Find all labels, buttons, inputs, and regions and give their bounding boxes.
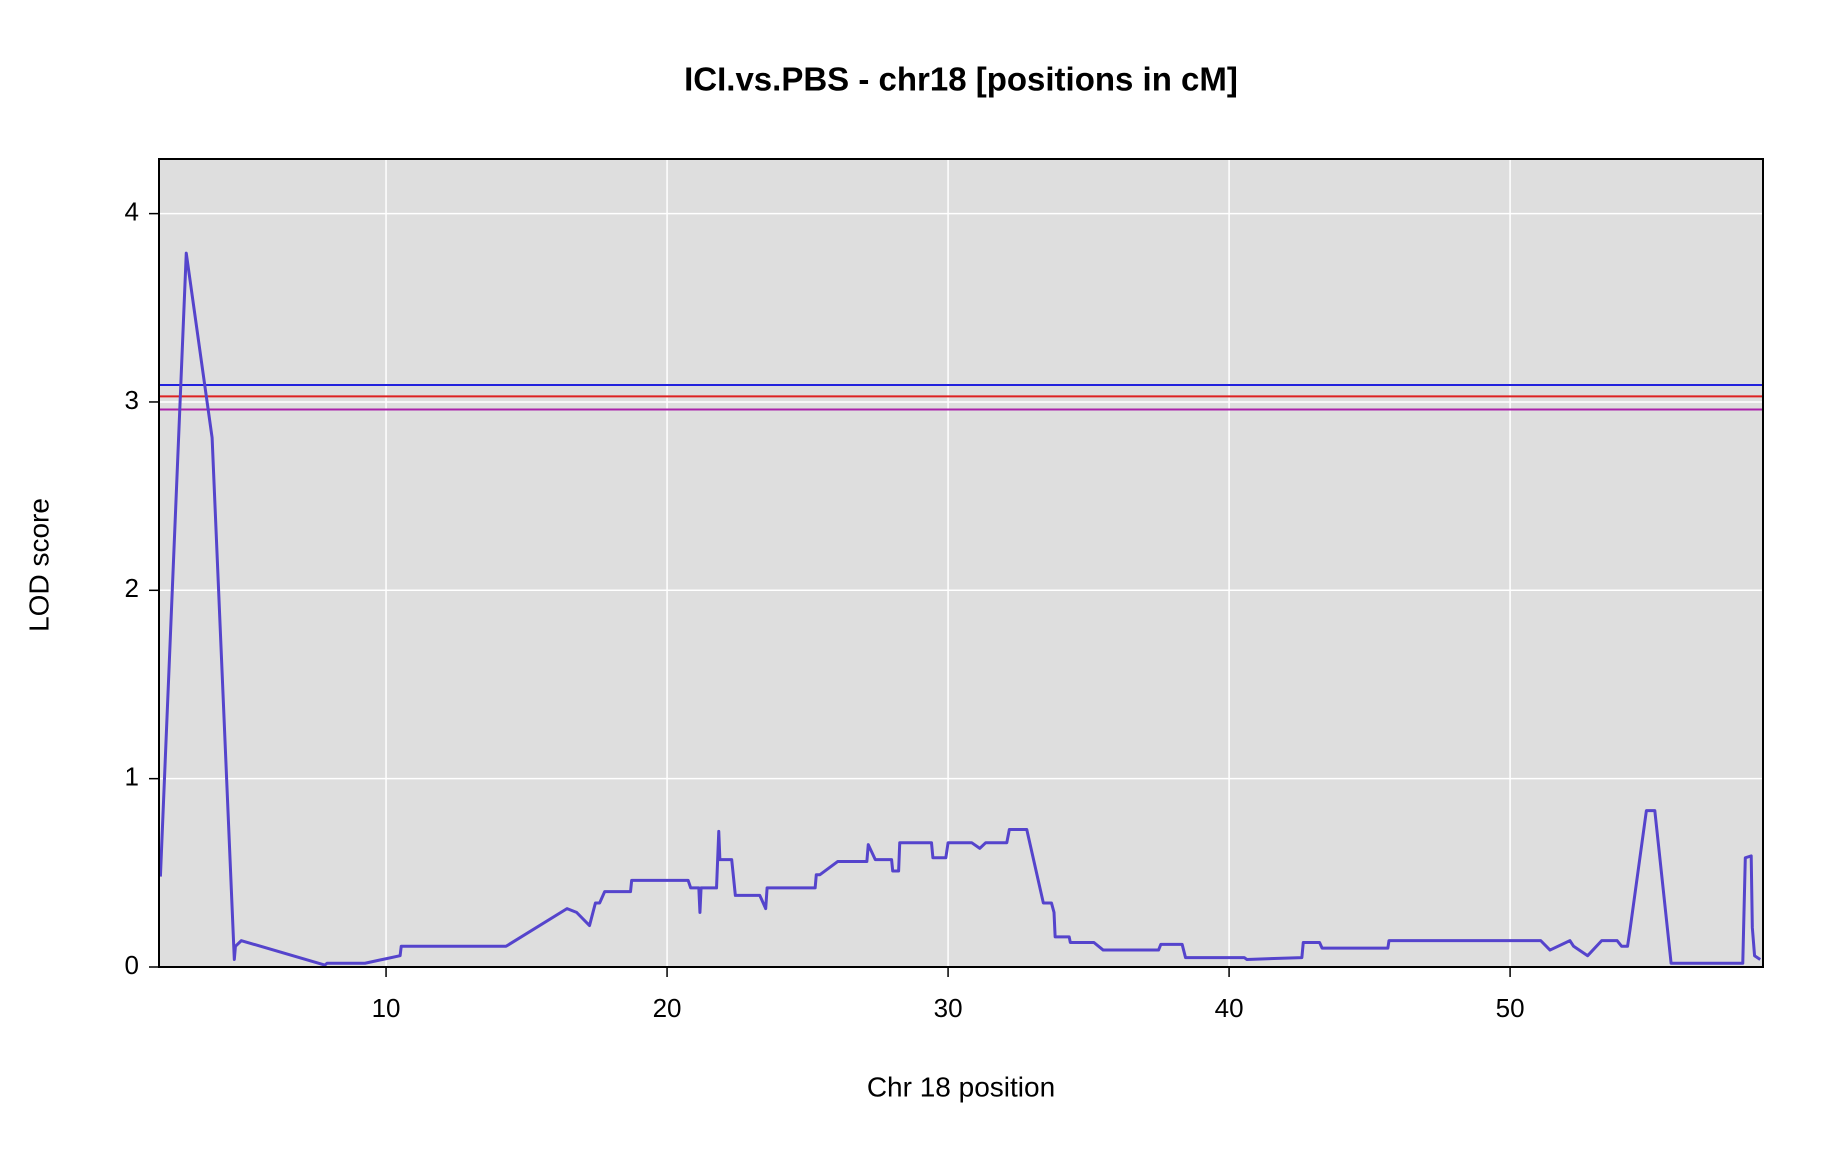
y-tick-label: 2 xyxy=(125,573,139,603)
x-tick-label: 30 xyxy=(934,993,963,1023)
y-tick-label: 1 xyxy=(125,762,139,792)
x-tick-label: 40 xyxy=(1215,993,1244,1023)
x-axis-label: Chr 18 position xyxy=(867,1071,1055,1102)
plot-border xyxy=(158,158,1764,968)
x-tick-label: 10 xyxy=(372,993,401,1023)
chart-title: ICI.vs.PBS - chr18 [positions in cM] xyxy=(684,61,1238,98)
x-tick-label: 20 xyxy=(653,993,682,1023)
data-line xyxy=(158,251,1762,967)
x-tick-label: 50 xyxy=(1496,993,1525,1023)
y-tick-label: 3 xyxy=(125,385,139,415)
y-axis-label: LOD score xyxy=(23,498,54,632)
plot-background xyxy=(159,159,1763,967)
y-tick-label: 0 xyxy=(125,950,139,980)
y-tick-label: 4 xyxy=(125,196,139,226)
